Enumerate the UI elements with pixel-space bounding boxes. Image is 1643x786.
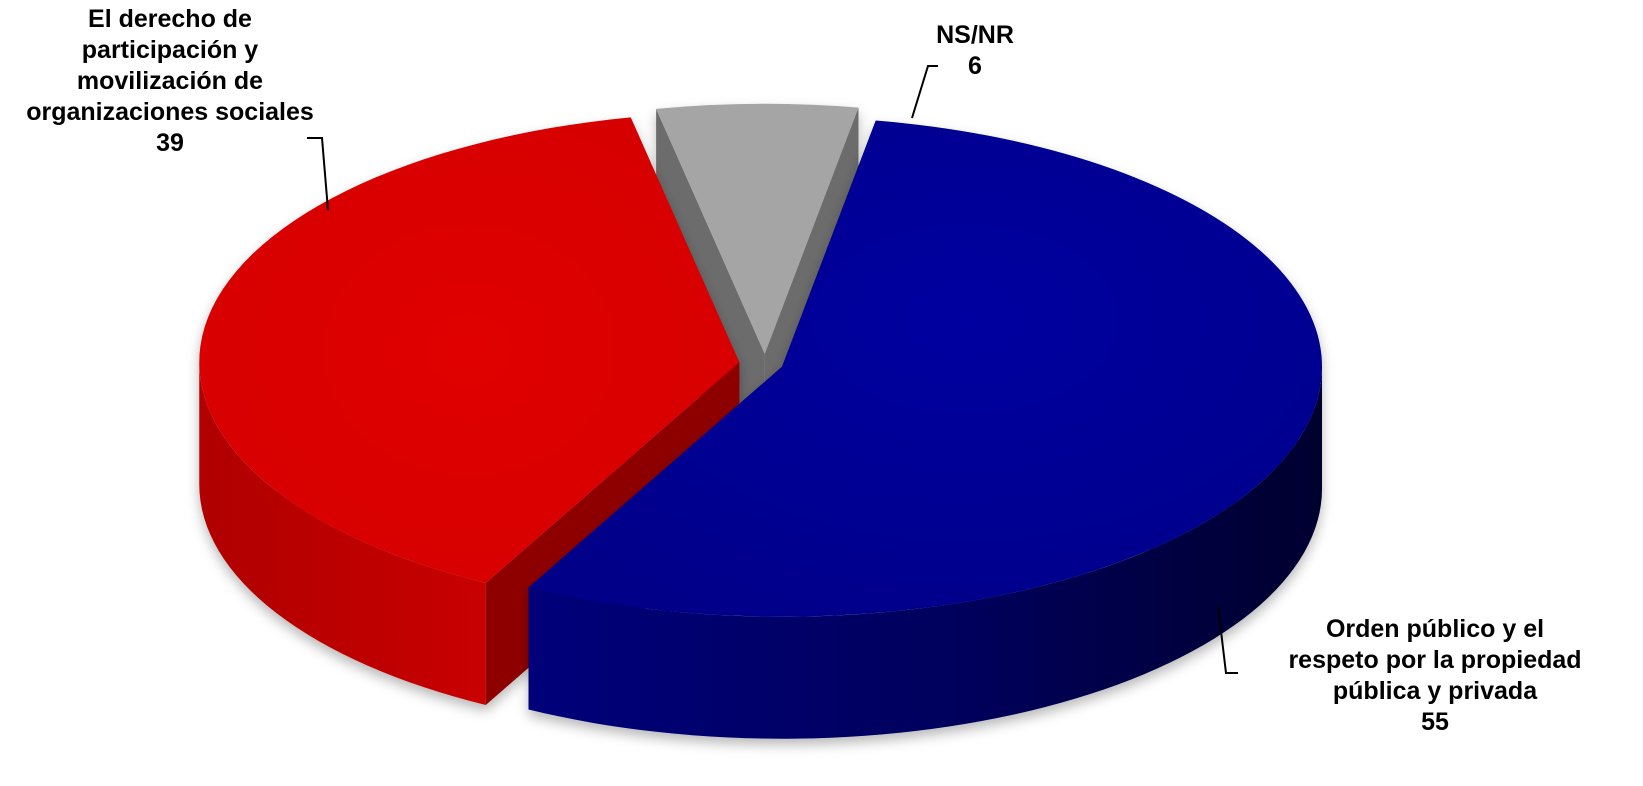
data-label-text: El derecho de bbox=[88, 5, 252, 33]
data-label-value: 6 bbox=[968, 52, 982, 80]
slice-top-face bbox=[528, 120, 1323, 617]
pie-slice-orden-publico bbox=[528, 120, 1323, 739]
data-label-text: pública y privada bbox=[1332, 677, 1538, 705]
leader-line-ns-nr bbox=[911, 65, 938, 119]
data-label-text: Orden público y el bbox=[1325, 615, 1545, 643]
slice-side-face bbox=[528, 366, 1323, 739]
leader-line-orden-publico bbox=[1217, 605, 1238, 674]
data-label-value: 55 bbox=[1421, 708, 1449, 736]
data-label-text: movilización de bbox=[76, 67, 264, 95]
data-label-text: NS/NR bbox=[936, 21, 1014, 49]
data-label-text: respeto por la propiedad bbox=[1288, 646, 1582, 674]
data-label-derecho-participacion: El derecho de participación y movilizaci… bbox=[0, 4, 340, 159]
slice-top-face bbox=[656, 103, 859, 354]
data-label-value: 39 bbox=[156, 129, 184, 157]
data-label-text: participación y bbox=[81, 36, 259, 64]
data-label-orden-publico: Orden público y el respeto por la propie… bbox=[1230, 614, 1640, 738]
data-label-ns-nr: NS/NR 6 bbox=[900, 20, 1050, 82]
data-label-text: organizaciones sociales bbox=[26, 98, 314, 126]
leader-line-derecho-participacion bbox=[307, 137, 329, 211]
slice-side-face bbox=[199, 362, 486, 706]
slice-top-face bbox=[199, 117, 740, 584]
